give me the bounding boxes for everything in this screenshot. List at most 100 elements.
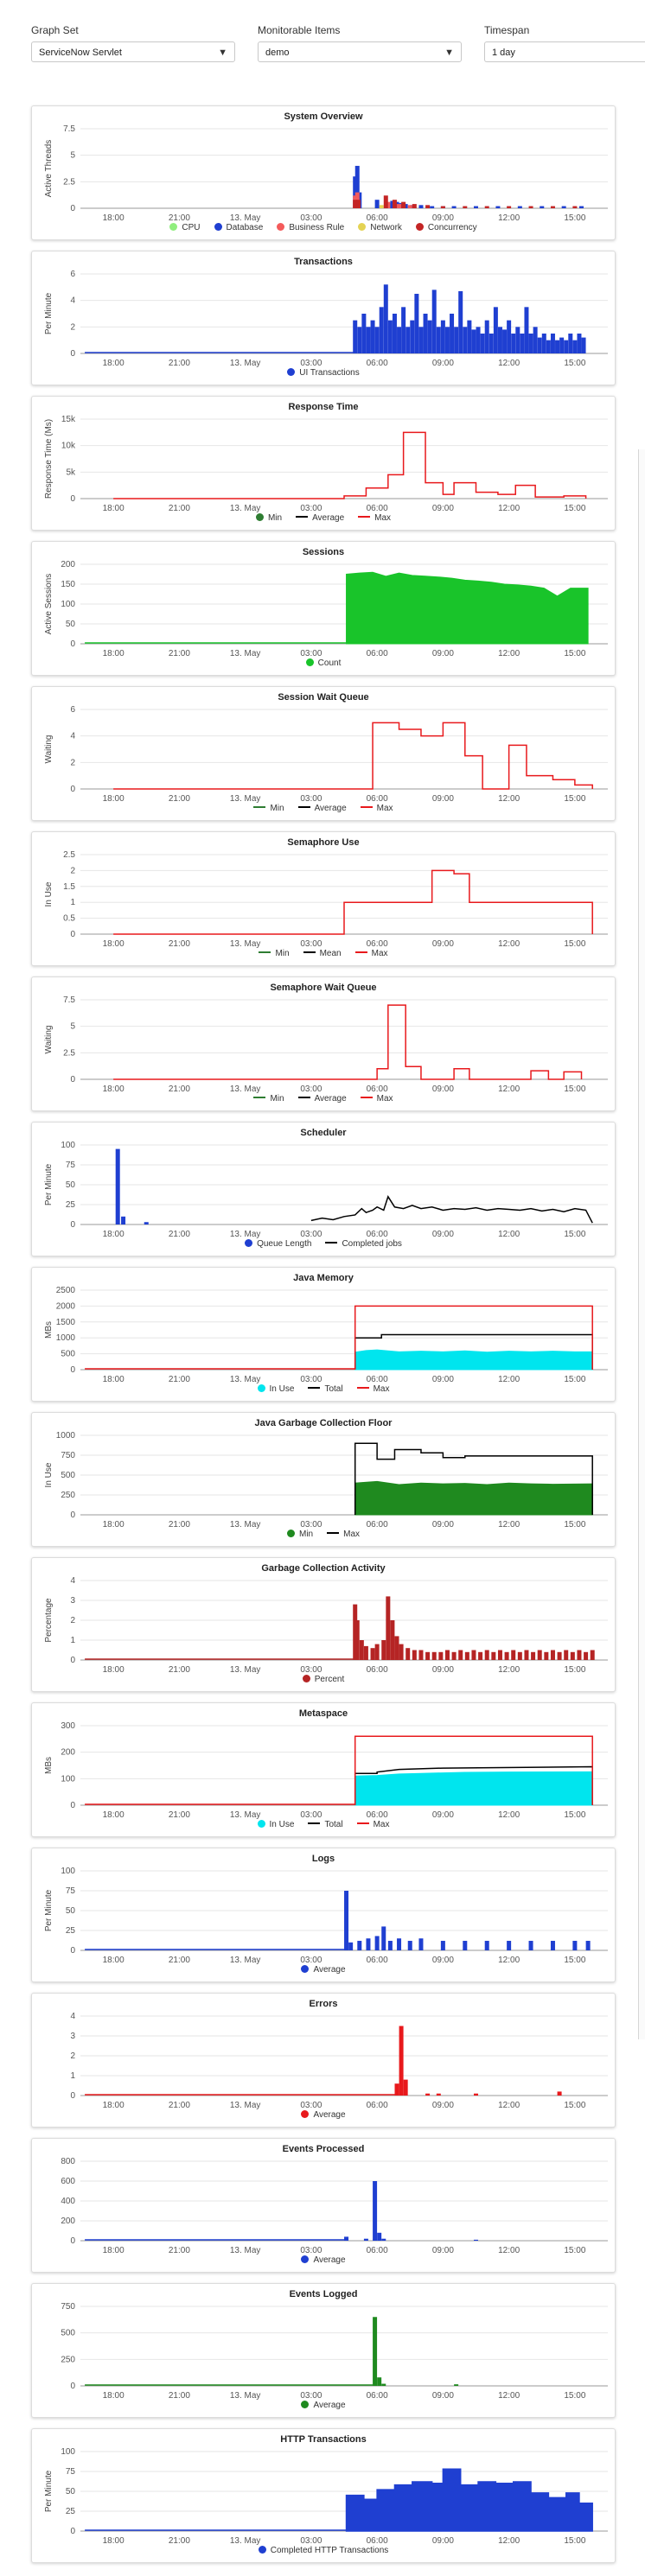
- legend-label: Max: [371, 949, 388, 958]
- legend-dot-icon: [305, 658, 314, 666]
- legend-item[interactable]: In Use: [257, 1384, 294, 1394]
- y-tick-label: 3: [70, 2032, 75, 2041]
- legend-item[interactable]: Database: [214, 223, 263, 232]
- x-tick-label: 03:00: [300, 2101, 322, 2110]
- legend-item[interactable]: Max: [356, 1384, 389, 1394]
- series-database-bar: [354, 165, 360, 208]
- legend-item[interactable]: Average: [301, 1965, 346, 1975]
- x-tick-label: 06:00: [367, 649, 388, 658]
- legend-item[interactable]: UI Transactions: [287, 368, 360, 378]
- series-percent-bar: [590, 1650, 595, 1660]
- series-ui-transactions-bar: [357, 327, 362, 353]
- series-in-use-area: [354, 1349, 593, 1371]
- series-ui-transactions-bar: [555, 340, 560, 353]
- series-max-line: [354, 1442, 593, 1515]
- series-percent-bar: [511, 1650, 516, 1660]
- legend-item[interactable]: Max: [360, 804, 393, 813]
- series-count-area: [346, 571, 589, 645]
- legend-item[interactable]: Mean: [303, 949, 342, 958]
- x-tick-label: 21:00: [169, 2101, 190, 2110]
- legend-item[interactable]: CPU: [169, 223, 201, 232]
- legend-item[interactable]: Concurrency: [415, 223, 477, 232]
- x-tick-label: 09:00: [432, 2101, 454, 2110]
- legend-item[interactable]: Min: [259, 949, 290, 958]
- series-percent-bar: [544, 1651, 549, 1660]
- legend-dot-icon: [287, 368, 296, 376]
- legend-item[interactable]: In Use: [257, 1820, 294, 1829]
- x-tick-label: 18:00: [103, 1810, 125, 1820]
- legend-item[interactable]: Average: [301, 2110, 346, 2120]
- legend-item[interactable]: Business Rule: [277, 223, 344, 232]
- legend-item[interactable]: Average: [301, 2401, 346, 2410]
- y-tick-label: 500: [61, 1350, 75, 1359]
- legend-line-icon: [296, 516, 309, 518]
- legend-item[interactable]: Min: [286, 1530, 313, 1539]
- legend-dot-icon: [301, 2255, 310, 2263]
- chart-svg: 0 2 4 6 18:00 21:00 13. May 03:00 06:00 09:00 12:0…: [44, 270, 608, 368]
- x-tick-label: 15:00: [564, 794, 585, 804]
- legend-line-icon: [325, 1242, 338, 1243]
- y-tick-label: 200: [61, 2217, 75, 2226]
- legend-item[interactable]: Average: [301, 2255, 346, 2265]
- x-tick-label: 15:00: [564, 1230, 585, 1239]
- legend-label: Min: [267, 513, 283, 523]
- legend-item[interactable]: Average: [297, 804, 347, 813]
- series-ui-transactions-bar: [480, 334, 485, 353]
- timespan-control: Timespan 1 day: [484, 24, 645, 62]
- legend-label: Count: [317, 658, 342, 668]
- y-tick-label: 0: [70, 2236, 75, 2246]
- series-queue-length-bar: [121, 1216, 126, 1224]
- legend-item[interactable]: Max: [354, 949, 388, 958]
- chart-title: HTTP Transactions: [280, 2434, 367, 2445]
- series-ui-transactions-bar: [550, 334, 555, 353]
- chart-svg: 0 25 50 75 100 18:00 21:00 13. May 03:00 06:00 09:…: [44, 1141, 608, 1239]
- chart-title: Session Wait Queue: [278, 692, 369, 703]
- legend-item[interactable]: Completed HTTP Transactions: [258, 2546, 388, 2555]
- chart-svg: 0 200 400 600 800 18:00 21:00 13. May 03:00 06:00…: [61, 2157, 608, 2255]
- legend-item[interactable]: Network: [358, 223, 402, 232]
- legend-item[interactable]: Average: [296, 513, 344, 523]
- legend-label: Total: [324, 1820, 343, 1829]
- legend-item[interactable]: Max: [356, 1820, 390, 1829]
- x-tick-label: 15:00: [564, 1375, 585, 1384]
- legend-item[interactable]: Queue Length: [245, 1239, 311, 1249]
- legend-dot-icon: [245, 1239, 253, 1247]
- legend-label: Concurrency: [427, 223, 477, 232]
- legend-item[interactable]: Min: [253, 1094, 284, 1104]
- legend-item[interactable]: Max: [327, 1530, 360, 1539]
- graph-set-select[interactable]: ServiceNow Servlet ▼: [31, 41, 235, 62]
- legend-dot-icon: [258, 2546, 266, 2554]
- series-max-line: [113, 869, 593, 935]
- chart-svg: 0 2.5 5 7.5 18:00 21:00 13. May 03:00 06:00 09:00…: [44, 124, 608, 223]
- chart-panel-sessions: Sessions 0 50 100 150 200 18:00 21:00 13. May 03:…: [31, 541, 616, 676]
- legend-item[interactable]: Min: [255, 513, 283, 523]
- series-ui-transactions-bar: [423, 314, 428, 353]
- series-ui-transactions-bar: [353, 320, 358, 353]
- legend-item[interactable]: Max: [358, 513, 391, 523]
- x-tick-label: 13. May: [230, 2101, 261, 2110]
- y-tick-label: 25: [66, 1200, 76, 1210]
- legend-item[interactable]: Percent: [302, 1675, 344, 1684]
- legend-item[interactable]: Total: [308, 1820, 343, 1829]
- x-tick-label: 06:00: [367, 794, 388, 804]
- monitorable-items-select[interactable]: demo ▼: [258, 41, 462, 62]
- x-tick-label: 21:00: [169, 1520, 190, 1530]
- legend-item[interactable]: Count: [305, 658, 342, 668]
- timespan-select[interactable]: 1 day: [484, 41, 645, 62]
- chart-panel-transactions: Transactions 0 2 4 6 18:00 21:00 13. May 03:00 06…: [31, 251, 616, 385]
- legend-item[interactable]: Total: [308, 1384, 343, 1394]
- legend-item[interactable]: Average: [297, 1094, 347, 1104]
- legend-item[interactable]: Completed jobs: [325, 1239, 402, 1249]
- series-ui-transactions-bar: [489, 334, 494, 353]
- chart-panel-errors: Errors 0 1 2 3 4 18:00 21:00 13. May 03:00 06:00 09…: [31, 1993, 616, 2128]
- x-tick-label: 06:00: [367, 1810, 388, 1820]
- y-tick-label: 4: [70, 1576, 75, 1586]
- legend-label: Max: [373, 1820, 390, 1829]
- legend-item[interactable]: Min: [253, 804, 284, 813]
- series-percent-bar: [359, 1640, 364, 1660]
- legend-item[interactable]: Max: [360, 1094, 393, 1104]
- series-percent-bar: [524, 1650, 529, 1660]
- y-tick-label: 0: [70, 1801, 75, 1810]
- y-tick-label: 75: [66, 2467, 76, 2477]
- y-tick-label: 750: [61, 1451, 75, 1460]
